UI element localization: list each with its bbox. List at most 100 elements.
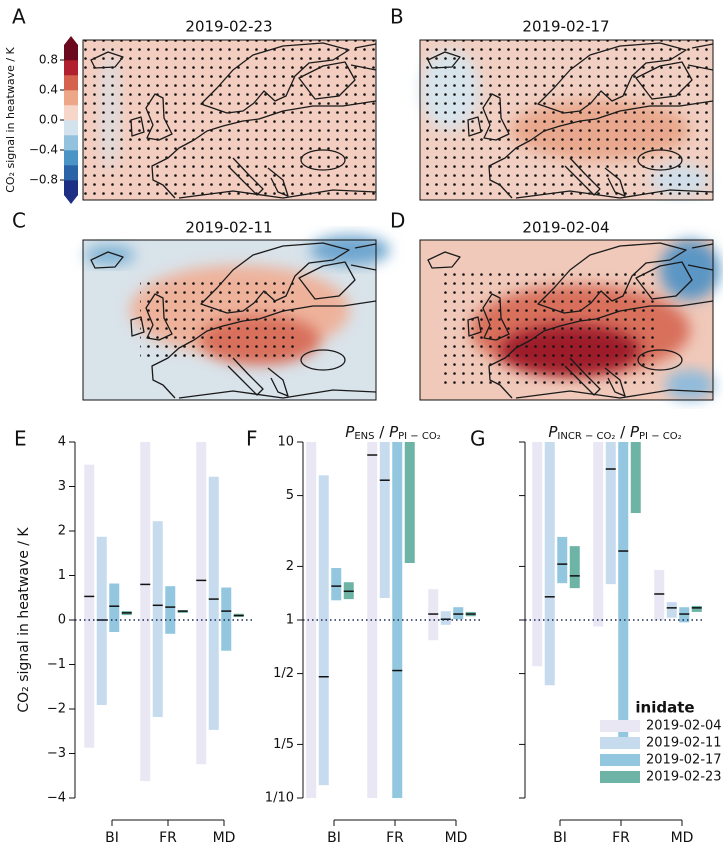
range-bar	[367, 442, 378, 798]
chart-title: PINCR − CO₂ / PPI − CO₂	[548, 423, 681, 443]
panel-label: E	[14, 427, 27, 451]
map-title: 2019-02-23	[185, 18, 272, 36]
range-bar	[557, 536, 568, 584]
colorbar-extend	[64, 36, 78, 45]
range-bar	[630, 442, 641, 514]
y-tick-label: 1/10	[265, 791, 294, 806]
panel-label: F	[246, 427, 258, 451]
legend-title: inidate	[635, 699, 694, 717]
panel-label: D	[390, 209, 405, 233]
range-bar	[331, 567, 342, 601]
title-part: P	[345, 423, 355, 441]
x-tick-label: MD	[671, 830, 694, 846]
map-a	[82, 39, 377, 201]
range-bar	[404, 442, 415, 564]
y-tick-label: −3	[47, 746, 66, 761]
y-tick-label: 1/5	[273, 737, 294, 752]
y-tick-label: 2	[286, 559, 294, 574]
x-tick-label: FR	[386, 830, 404, 846]
panel-label: C	[12, 209, 26, 233]
y-tick-label: 3	[58, 479, 66, 494]
x-tick-label: MD	[445, 830, 468, 846]
x-tick-label: BI	[105, 830, 119, 846]
legend-swatch	[600, 754, 640, 766]
colorbar-tick-label: 0.4	[39, 83, 58, 97]
colorbar-tick-label: 0.0	[39, 113, 58, 127]
colorbar-level	[64, 180, 78, 196]
panel-label: B	[390, 5, 404, 29]
y-tick-label: 4	[58, 435, 66, 450]
range-bar	[691, 605, 702, 612]
title-part: /	[615, 423, 630, 441]
colorbar-level	[64, 45, 78, 61]
map-d	[419, 239, 720, 401]
panel-label: A	[12, 5, 26, 29]
range-bar	[654, 569, 665, 620]
range-bar	[196, 442, 207, 765]
title-part: INCR − CO₂	[557, 431, 615, 442]
range-bar	[569, 546, 580, 589]
colorbar-level	[64, 60, 78, 76]
map-title: 2019-02-17	[522, 18, 609, 36]
colorbar-level	[64, 165, 78, 181]
map-c	[82, 235, 390, 401]
colorbar-level	[64, 120, 78, 136]
colorbar-label: CO₂ signal in heatwave / K	[4, 46, 17, 192]
range-bar	[593, 442, 604, 627]
x-tick-label: BI	[327, 830, 341, 846]
range-bar	[140, 442, 151, 782]
y-tick-label: 1	[58, 568, 66, 583]
range-bar	[152, 521, 163, 718]
y-tick-label: −4	[47, 791, 66, 806]
legend-swatch	[600, 737, 640, 749]
range-bar	[605, 442, 616, 585]
chart-title: PENS / PPI − CO₂	[345, 423, 440, 443]
colorbar-tick-label: −0.4	[29, 143, 58, 157]
legend-label: 2019-02-17	[646, 753, 722, 768]
title-part: PI − CO₂	[398, 431, 441, 442]
range-bar	[440, 611, 451, 625]
colorbar-level	[64, 135, 78, 151]
colorbar-tick-label: 0.8	[39, 53, 58, 67]
map-b	[419, 39, 714, 201]
legend-label: 2019-02-04	[646, 719, 722, 734]
title-part: ENS	[354, 431, 374, 442]
map-title: 2019-02-04	[522, 219, 609, 237]
range-bar	[666, 602, 677, 618]
y-tick-label: −1	[47, 657, 66, 672]
title-part: /	[374, 423, 389, 441]
range-bar	[379, 442, 390, 598]
y-tick-label: 5	[286, 488, 294, 503]
title-part: P	[630, 423, 640, 441]
x-tick-label: MD	[213, 830, 236, 846]
title-part: P	[389, 423, 399, 441]
range-bar	[96, 536, 107, 705]
legend-swatch	[600, 720, 640, 732]
colorbar-level	[64, 75, 78, 91]
range-bar	[453, 607, 464, 620]
range-bar	[318, 475, 329, 786]
colorbar-extend	[64, 195, 78, 204]
range-bar	[544, 442, 555, 686]
colorbar-level	[64, 105, 78, 121]
x-tick-label: FR	[612, 830, 630, 846]
colorbar-tick-label: −0.8	[29, 173, 58, 187]
x-tick-label: BI	[553, 830, 567, 846]
x-tick-label: FR	[159, 830, 177, 846]
range-bar	[306, 442, 317, 798]
map-title: 2019-02-11	[185, 219, 272, 237]
colorbar-level	[64, 90, 78, 106]
y-tick-label: 1	[286, 613, 294, 628]
y-tick-label: −2	[47, 702, 66, 717]
y-tick-label: 2	[58, 524, 66, 539]
y-tick-label: 1/2	[273, 666, 294, 681]
title-part: PI − CO₂	[639, 431, 682, 442]
legend-label: 2019-02-11	[646, 736, 722, 751]
range-bar	[109, 583, 120, 633]
legend-swatch	[600, 771, 640, 783]
range-bar	[208, 476, 219, 730]
colorbar-level	[64, 150, 78, 166]
title-part: P	[548, 423, 558, 441]
range-bar	[618, 442, 629, 738]
